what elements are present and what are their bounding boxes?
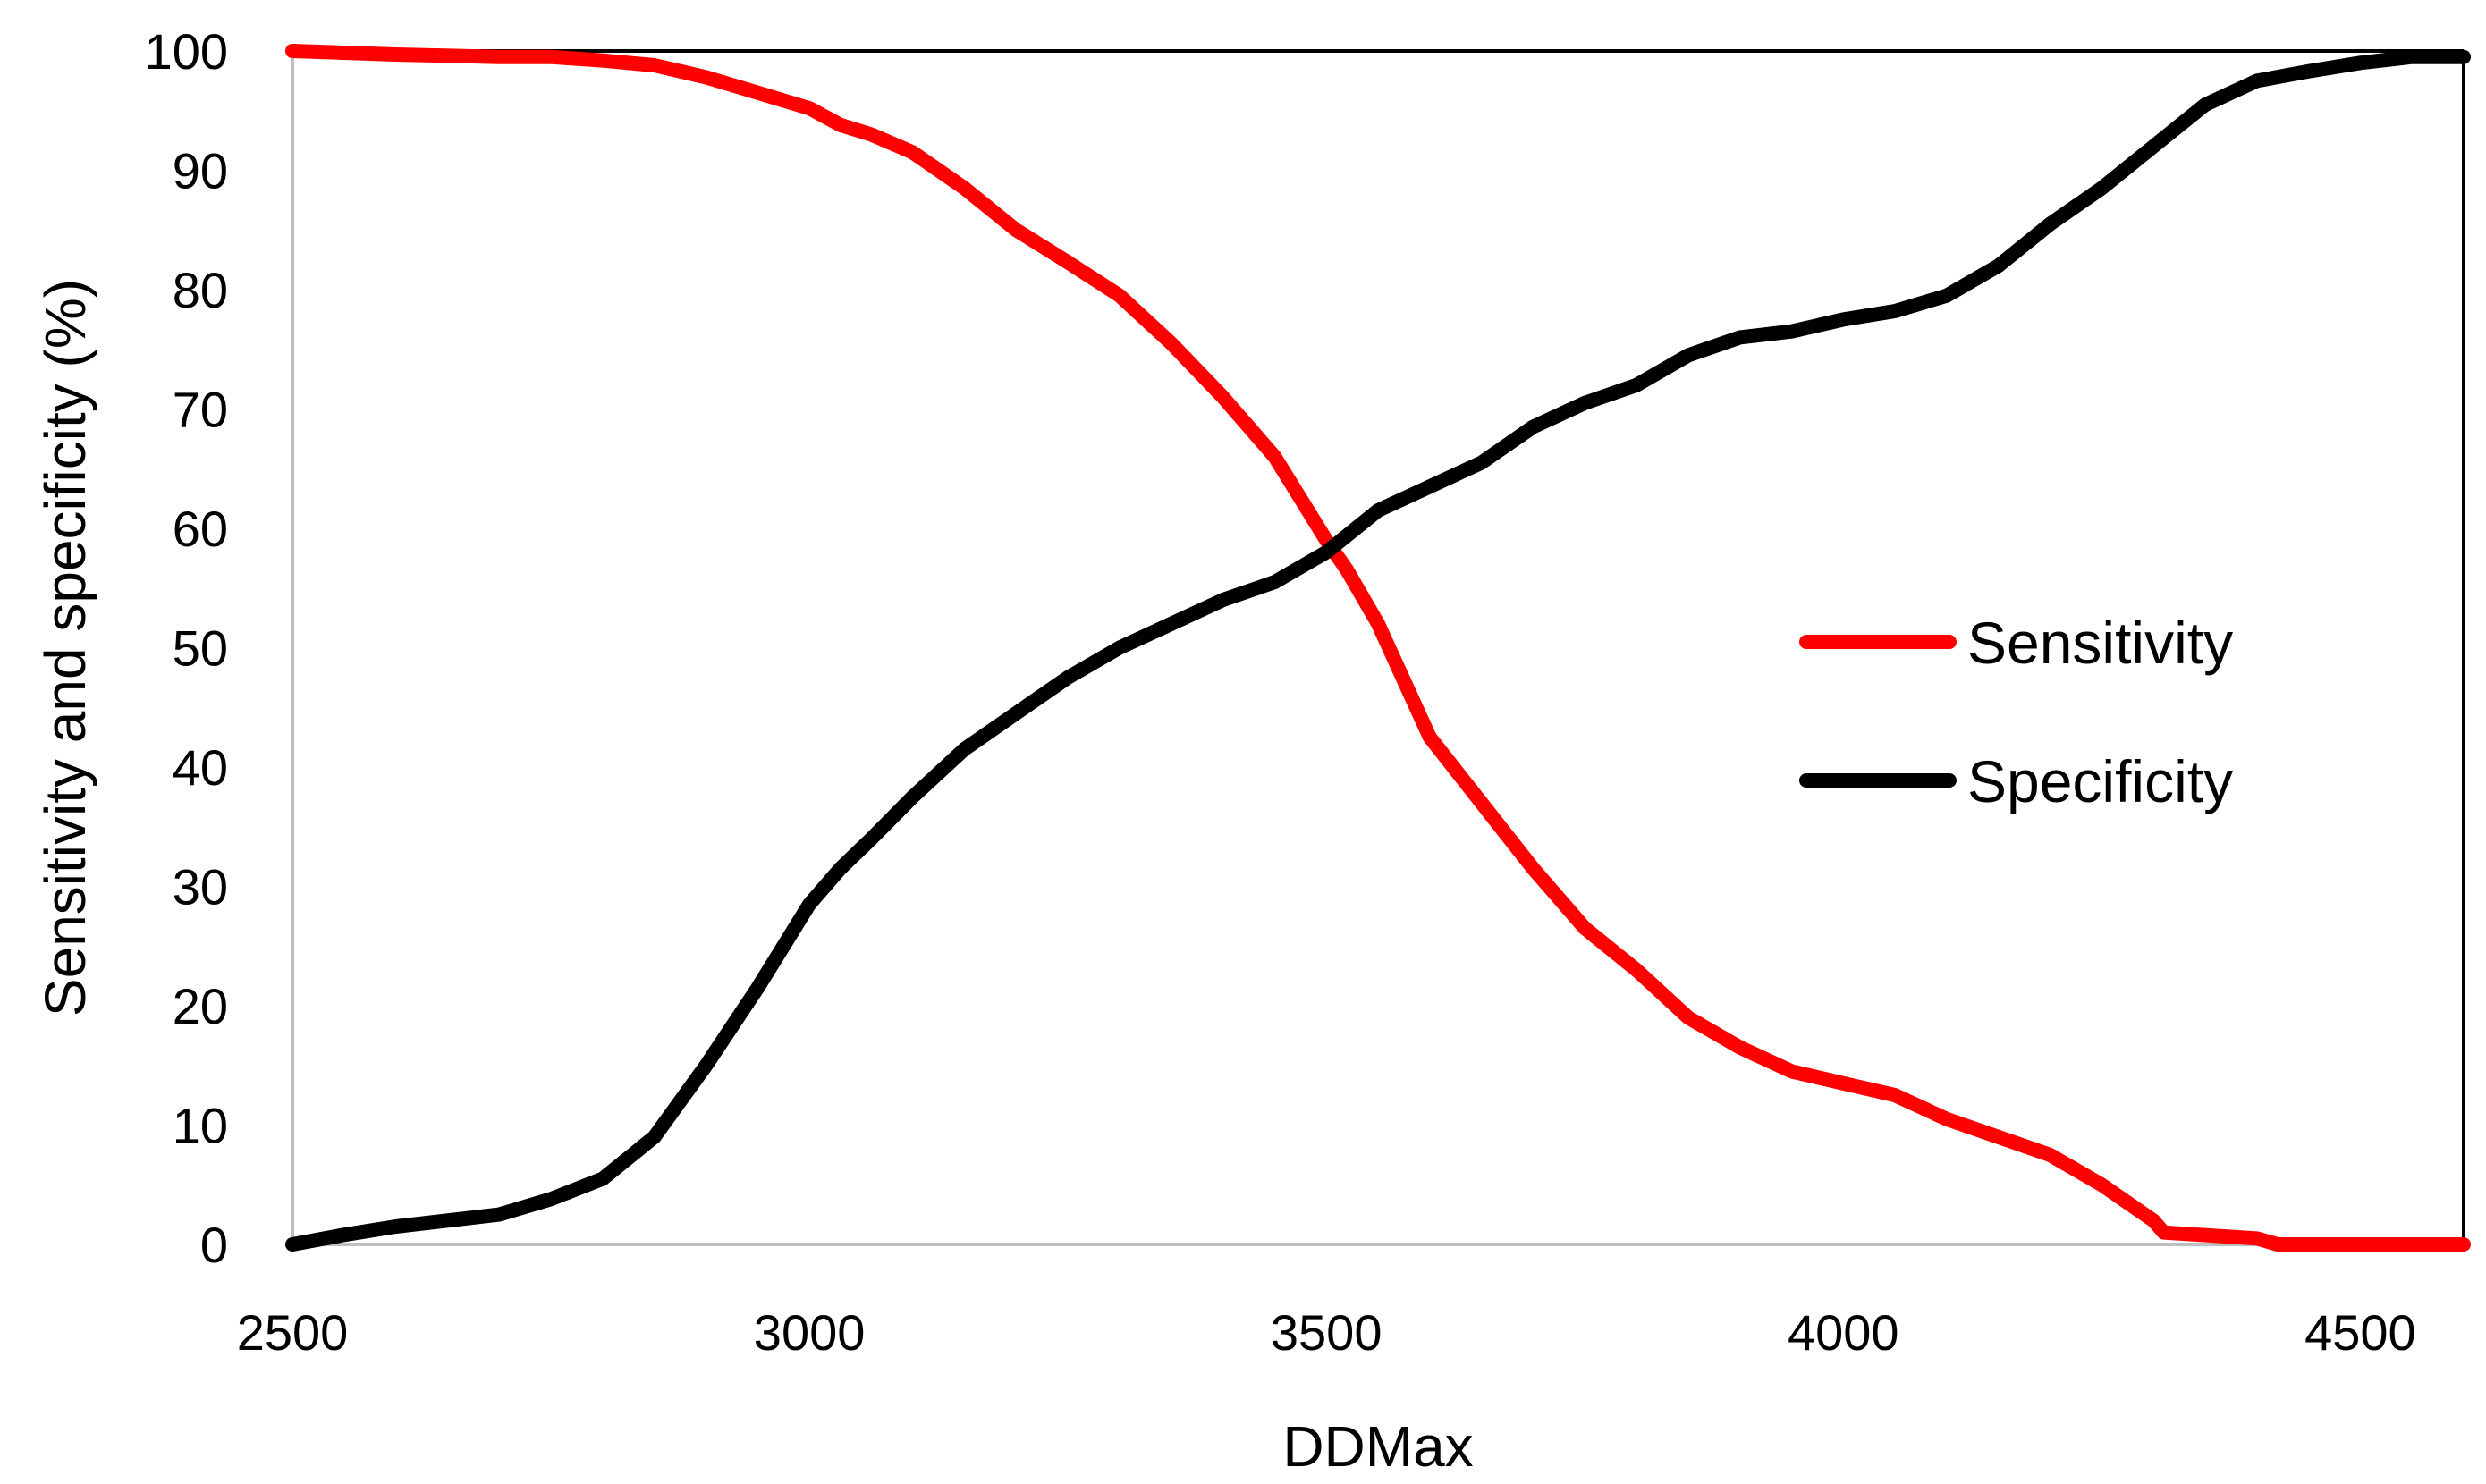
plot-area <box>291 49 2465 1246</box>
y-tick-label: 40 <box>173 739 228 796</box>
y-tick-label: 10 <box>173 1098 228 1154</box>
y-tick-label: 20 <box>173 978 228 1034</box>
y-tick-label: 100 <box>145 23 228 80</box>
series-line-specificity <box>285 49 2471 1252</box>
y-tick-label: 60 <box>173 501 228 557</box>
legend: Sensitivity Specificity <box>1799 610 2233 814</box>
y-tick-label: 50 <box>173 620 228 677</box>
y-tick-label: 30 <box>173 859 228 915</box>
series-lines <box>285 44 2471 1252</box>
series-line-sensitivity <box>285 44 2471 1252</box>
x-axis-title: DDMax <box>1282 1414 1473 1479</box>
x-axis-tick-labels: 2500 3000 3500 4000 4500 <box>237 1304 2416 1361</box>
x-tick-label: 3500 <box>1271 1304 1383 1361</box>
x-tick-label: 4500 <box>2304 1304 2416 1361</box>
y-axis-title: Sensitivity and specificity (%) <box>33 279 97 1016</box>
legend-label-specificity: Specificity <box>1967 748 2233 814</box>
y-tick-label: 90 <box>173 143 228 199</box>
y-tick-label: 0 <box>200 1217 228 1273</box>
x-tick-label: 3000 <box>754 1304 866 1361</box>
y-axis-tick-labels: 0 10 20 30 40 50 60 70 80 90 100 <box>145 23 228 1273</box>
legend-label-sensitivity: Sensitivity <box>1967 610 2233 676</box>
x-tick-label: 4000 <box>1788 1304 1899 1361</box>
x-tick-label: 2500 <box>237 1304 349 1361</box>
y-tick-label: 70 <box>173 382 228 438</box>
y-tick-label: 80 <box>173 262 228 318</box>
